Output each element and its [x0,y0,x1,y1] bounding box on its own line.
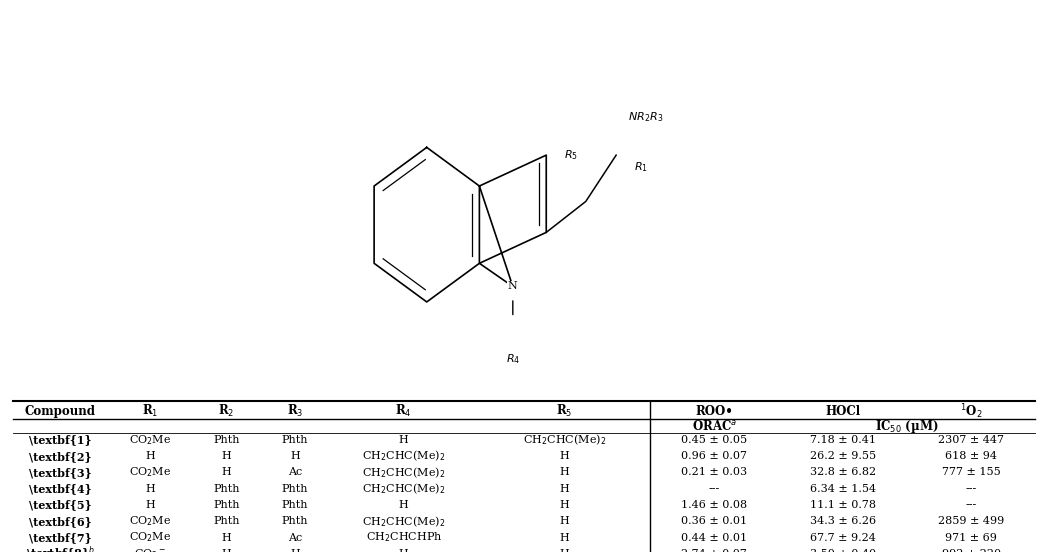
Text: H: H [560,484,569,493]
Text: 3.50 ± 0.40: 3.50 ± 0.40 [810,549,876,552]
Text: 32.8 ± 6.82: 32.8 ± 6.82 [810,468,876,477]
Text: Phth: Phth [213,516,240,526]
Text: CH$_2$CHC(Me)$_2$: CH$_2$CHC(Me)$_2$ [523,433,606,447]
Text: H: H [290,451,300,461]
Text: \textbf{1}: \textbf{1} [29,434,92,445]
Text: 7.18 ± 0.41: 7.18 ± 0.41 [810,435,876,445]
Text: CH$_2$CHC(Me)$_2$: CH$_2$CHC(Me)$_2$ [363,514,445,529]
Text: R$_5$: R$_5$ [556,404,572,420]
Text: $R_1$: $R_1$ [634,160,649,174]
Text: $NR_2R_3$: $NR_2R_3$ [629,110,663,124]
Text: Phth: Phth [213,435,240,445]
Text: Phth: Phth [213,500,240,510]
Text: R$_1$: R$_1$ [143,404,158,420]
Text: CO$_2$Me: CO$_2$Me [129,433,172,447]
Text: \textbf{2}: \textbf{2} [29,450,92,461]
Text: 0.21 ± 0.03: 0.21 ± 0.03 [681,468,747,477]
Text: H: H [399,549,409,552]
Text: H: H [146,500,155,510]
Text: H: H [560,549,569,552]
Text: Phth: Phth [282,500,308,510]
Text: H: H [399,500,409,510]
Text: 2307 ± 447: 2307 ± 447 [938,435,1004,445]
Text: CO$_2$Me: CO$_2$Me [129,514,172,528]
Text: \textbf{3}: \textbf{3} [29,467,92,478]
Text: R$_2$: R$_2$ [218,404,235,420]
Text: Phth: Phth [282,484,308,493]
Text: H: H [560,516,569,526]
Text: H: H [146,484,155,493]
Text: Ac: Ac [288,468,302,477]
Text: $^1$O$_2$: $^1$O$_2$ [960,402,982,421]
Text: ---: --- [965,484,977,493]
Text: 0.45 ± 0.05: 0.45 ± 0.05 [681,435,747,445]
Text: Phth: Phth [282,516,308,526]
Text: ---: --- [965,500,977,510]
Text: 1.46 ± 0.08: 1.46 ± 0.08 [681,500,747,510]
Text: H: H [399,435,409,445]
Text: H: H [560,468,569,477]
Text: 971 ± 69: 971 ± 69 [945,533,997,543]
Text: CH$_2$CHC(Me)$_2$: CH$_2$CHC(Me)$_2$ [363,481,445,496]
Text: HOCl: HOCl [825,405,860,418]
Text: 0.44 ± 0.01: 0.44 ± 0.01 [681,533,747,543]
Text: \textbf{6}: \textbf{6} [29,516,92,527]
Text: Phth: Phth [282,435,308,445]
Text: R$_3$: R$_3$ [287,404,303,420]
Text: H: H [221,533,232,543]
Text: CH$_2$CHCHPh: CH$_2$CHCHPh [366,530,442,544]
Text: \textbf{8}$^b$: \textbf{8}$^b$ [26,545,95,552]
Text: \textbf{5}: \textbf{5} [29,500,92,511]
Text: 67.7 ± 9.24: 67.7 ± 9.24 [810,533,876,543]
Text: 26.2 ± 9.55: 26.2 ± 9.55 [810,451,876,461]
Text: 0.96 ± 0.07: 0.96 ± 0.07 [681,451,747,461]
Text: 618 ± 94: 618 ± 94 [945,451,998,461]
Text: 34.3 ± 6.26: 34.3 ± 6.26 [810,516,876,526]
Text: IC$_{50}$ (µM): IC$_{50}$ (µM) [875,417,939,434]
Text: ORAC$^a$: ORAC$^a$ [692,419,737,433]
Text: 0.36 ± 0.01: 0.36 ± 0.01 [681,516,747,526]
Text: ROO•: ROO• [696,405,734,418]
Text: CO$_2$$^-$: CO$_2$$^-$ [134,547,167,552]
Text: CH$_2$CHC(Me)$_2$: CH$_2$CHC(Me)$_2$ [363,449,445,464]
Text: 2.74 ± 0.07: 2.74 ± 0.07 [681,549,747,552]
Text: Compound: Compound [25,405,96,418]
Text: ---: --- [708,484,720,493]
Text: H: H [290,549,300,552]
Text: $R_4$: $R_4$ [506,352,520,366]
Text: R$_4$: R$_4$ [395,404,412,420]
Text: H: H [560,500,569,510]
Text: 777 ± 155: 777 ± 155 [942,468,1001,477]
Text: 6.34 ± 1.54: 6.34 ± 1.54 [810,484,876,493]
Text: H: H [560,451,569,461]
Text: \textbf{4}: \textbf{4} [29,483,92,494]
Text: Ac: Ac [288,533,302,543]
Text: CO$_2$Me: CO$_2$Me [129,530,172,544]
Text: CO$_2$Me: CO$_2$Me [129,465,172,479]
Text: 2859 ± 499: 2859 ± 499 [938,516,1004,526]
Text: Phth: Phth [213,484,240,493]
Text: H: H [560,533,569,543]
Text: H: H [221,468,232,477]
Text: H: H [221,549,232,552]
Text: N: N [508,282,518,291]
Text: 11.1 ± 0.78: 11.1 ± 0.78 [810,500,876,510]
Text: $R_5$: $R_5$ [565,148,578,162]
Text: \textbf{7}: \textbf{7} [29,532,92,543]
Text: 992 ± 220: 992 ± 220 [942,549,1001,552]
Text: H: H [146,451,155,461]
Text: H: H [221,451,232,461]
Text: CH$_2$CHC(Me)$_2$: CH$_2$CHC(Me)$_2$ [363,465,445,480]
